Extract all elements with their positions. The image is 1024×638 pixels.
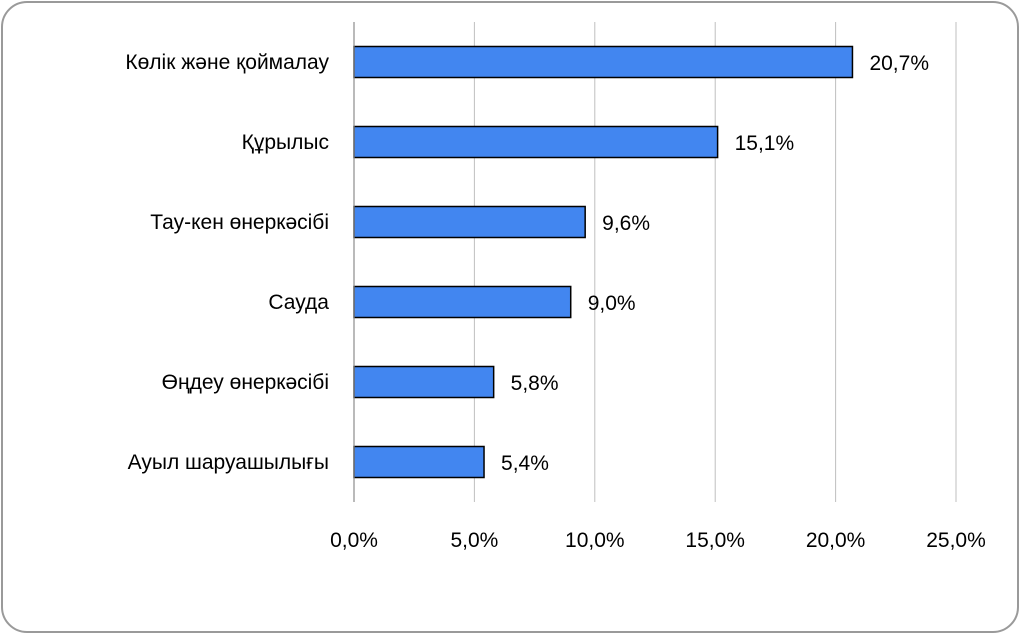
- x-tick-labels: 0,0% 5,0% 10,0% 15,0% 20,0% 25,0%: [330, 529, 986, 552]
- category-label: Ауыл шаруашылығы: [128, 451, 329, 474]
- x-tick-label: 5,0%: [450, 529, 498, 552]
- bar: [353, 125, 719, 159]
- category-label: Құрылыс: [242, 131, 329, 154]
- value-label: 9,6%: [602, 212, 650, 235]
- bars: [353, 45, 854, 479]
- category-labels: Көлік және қоймалау Құрылыс Тау-кен өнеркә…: [125, 51, 329, 474]
- x-tick-label: 0,0%: [330, 529, 378, 552]
- x-tick-label: 20,0%: [806, 529, 866, 552]
- x-tick-label: 10,0%: [565, 529, 625, 552]
- value-label: 20,7%: [869, 52, 929, 75]
- x-tick-label: 25,0%: [926, 529, 986, 552]
- bar: [353, 45, 854, 79]
- category-label: Тау-кен өнеркәсібі: [150, 211, 329, 234]
- value-label: 15,1%: [735, 132, 795, 155]
- bar: [353, 285, 572, 319]
- bar: [353, 205, 586, 239]
- category-label: Сауда: [268, 291, 329, 314]
- category-label: Өңдеу өнеркәсібі: [162, 371, 329, 394]
- gridlines: [473, 22, 957, 502]
- bar: [353, 445, 485, 479]
- value-label: 5,8%: [511, 372, 559, 395]
- value-label: 5,4%: [501, 452, 549, 475]
- x-tick-label: 15,0%: [685, 529, 745, 552]
- bar: [353, 365, 495, 399]
- value-label: 9,0%: [588, 292, 636, 315]
- category-label: Көлік және қоймалау: [125, 51, 329, 74]
- value-labels: 20,7% 15,1% 9,6% 9,0% 5,8% 5,4%: [501, 52, 929, 475]
